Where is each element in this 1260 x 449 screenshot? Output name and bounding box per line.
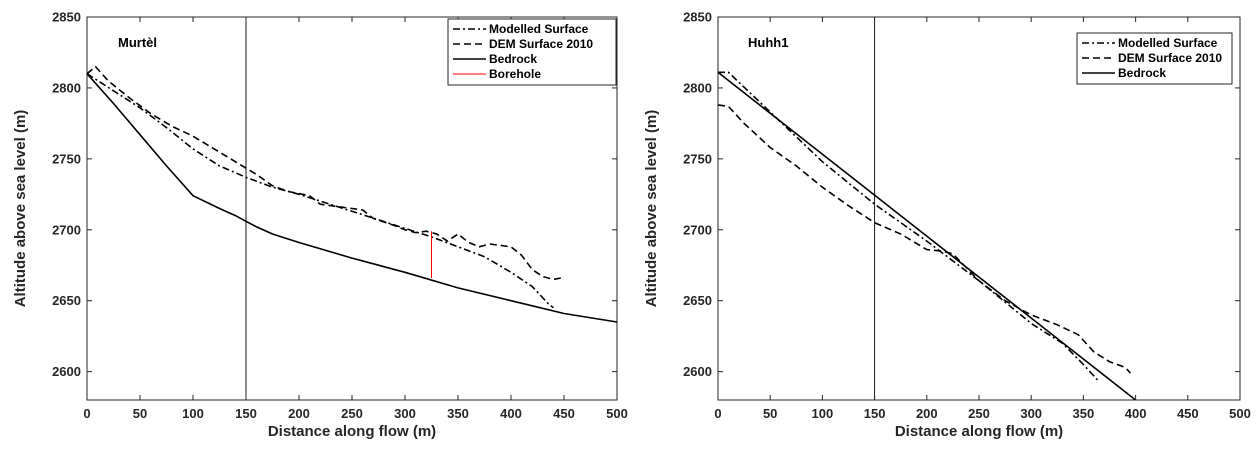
x-tick-label: 300: [394, 406, 416, 421]
chart-murtel: 0 50 100 150 200 250 300 350 400 450 500 2600 2650 27…: [12, 10, 628, 441]
x-tick-label: 400: [500, 406, 522, 421]
x-tick-label: 350: [1073, 406, 1095, 421]
series-bedrock: [86, 73, 618, 323]
x-tick-label: 200: [916, 406, 938, 421]
x-tick-label: 150: [235, 406, 257, 421]
x-tick-label: 250: [341, 406, 363, 421]
x-tick-label: 450: [1177, 406, 1199, 421]
x-tick-label: 100: [812, 406, 834, 421]
x-axis-label: Distance along flow (m): [268, 423, 436, 440]
x-tick-label: 100: [182, 406, 204, 421]
y-tick-label: 2650: [683, 293, 712, 308]
y-tick-label: 2600: [52, 364, 81, 379]
x-tick-label: 50: [133, 406, 147, 421]
series-modelled-surface: [718, 71, 1100, 383]
x-tick-label: 350: [447, 406, 469, 421]
legend-label: DEM Surface 2010: [1118, 51, 1222, 65]
panel-label: Murtèl: [118, 35, 157, 50]
y-tick-label: 2750: [52, 151, 81, 166]
legend-box: [1076, 32, 1233, 85]
y-tick-label: 2600: [683, 364, 712, 379]
x-tick-label: 200: [288, 406, 310, 421]
x-tick-label: 250: [968, 406, 990, 421]
legend-label: Bedrock: [1118, 66, 1166, 80]
y-tick-label: 2850: [52, 10, 81, 25]
x-tick-label: 500: [1229, 406, 1251, 421]
chart-huhh1: 0 50 100 150 200 250 300 350 400 450 500 2600 2650 27…: [643, 10, 1251, 441]
x-tick-label: 500: [606, 406, 628, 421]
x-tick-label: 450: [553, 406, 575, 421]
series-bedrock: [717, 71, 1137, 401]
x-tick-label: 400: [1125, 406, 1147, 421]
y-tick-label: 2850: [683, 10, 712, 25]
x-tick-label: 50: [763, 406, 777, 421]
series-dem-surface-2010: [717, 104, 1131, 374]
y-axis-label: Altitude above sea level (m): [12, 110, 29, 308]
legend-label: DEM Surface 2010: [489, 37, 593, 51]
y-tick-label: 2650: [52, 293, 81, 308]
series-modelled-surface: [86, 73, 554, 309]
legend-label: Modelled Surface: [1118, 36, 1218, 50]
x-tick-label: 150: [864, 406, 886, 421]
panel-label: Huhh1: [748, 35, 788, 50]
legend-label: Modelled Surface: [489, 22, 589, 36]
legend-label: Bedrock: [489, 52, 537, 66]
x-tick-label: 0: [83, 406, 90, 421]
y-tick-label: 2800: [52, 80, 81, 95]
x-tick-label: 0: [714, 406, 721, 421]
series-dem-surface-2010: [86, 65, 561, 281]
y-tick-label: 2700: [52, 222, 81, 237]
y-tick-label: 2700: [683, 222, 712, 237]
y-tick-label: 2750: [683, 151, 712, 166]
x-tick-label: 300: [1020, 406, 1042, 421]
x-axis-label: Distance along flow (m): [895, 423, 1063, 440]
y-axis-label: Altitude above sea level (m): [643, 110, 660, 308]
y-tick-label: 2800: [683, 80, 712, 95]
legend-label: Borehole: [489, 67, 541, 81]
